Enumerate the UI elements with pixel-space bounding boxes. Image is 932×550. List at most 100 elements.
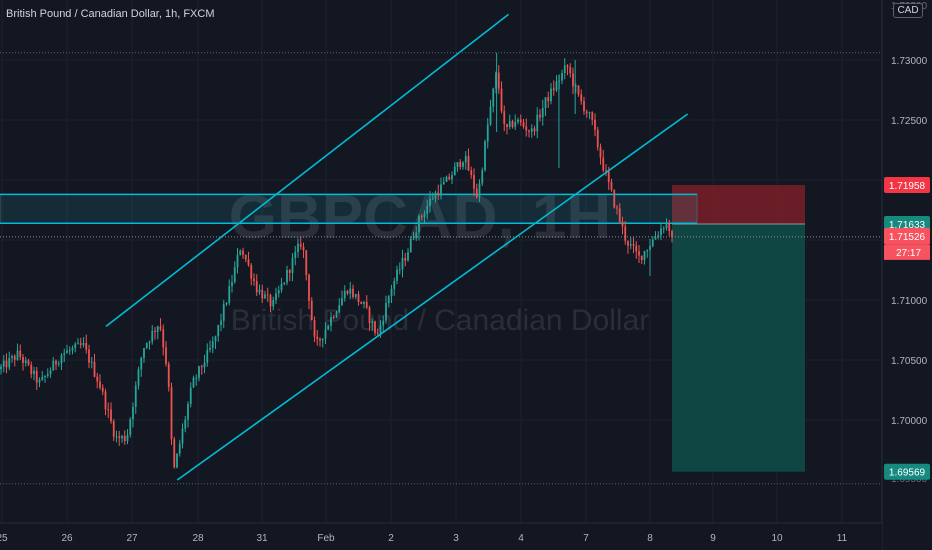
candle-body (541, 108, 544, 118)
candle-body (200, 366, 203, 368)
candle-body (253, 278, 255, 282)
time-axis[interactable] (0, 523, 882, 550)
candle-body (321, 338, 324, 341)
candle-body (154, 330, 156, 332)
price-label-stop-text: 1.71958 (889, 181, 926, 192)
candle-body (382, 320, 385, 326)
candle-body (371, 321, 374, 324)
candle-body (506, 123, 508, 127)
candle-body (327, 325, 330, 330)
take-profit-zone[interactable] (672, 224, 805, 472)
candle-body (269, 295, 272, 307)
candle-body (423, 213, 426, 217)
candle-body (602, 157, 605, 171)
candle-body (478, 183, 481, 198)
candle-body (495, 72, 497, 89)
position-zones[interactable] (672, 185, 805, 472)
candle-body (132, 406, 134, 420)
time-tick-label: 11 (837, 533, 848, 544)
candle-body (401, 258, 404, 270)
candle-body (569, 67, 572, 74)
candle-body (332, 317, 335, 319)
candle-body (566, 65, 569, 68)
candle-body (30, 364, 33, 374)
candle-body (57, 363, 60, 365)
time-tick-label: 3 (453, 533, 459, 544)
candle-body (503, 111, 506, 124)
candle-body (363, 301, 365, 304)
candle-body (272, 300, 275, 307)
candle-body (96, 376, 99, 382)
candle-body (335, 312, 338, 318)
candle-body (71, 348, 74, 351)
time-tick-label: 25 (0, 533, 8, 544)
price-label-current-text: 1.71526 (889, 232, 926, 243)
candle-body (591, 112, 594, 120)
candle-body (613, 189, 616, 208)
ascending-channel[interactable] (105, 13, 689, 481)
candle-body (19, 350, 22, 358)
candle-body (500, 88, 503, 112)
candle-body (129, 419, 132, 435)
symbol-title[interactable]: British Pound / Canadian Dollar, 1h, FXC… (6, 8, 215, 20)
price-axis[interactable] (882, 0, 932, 550)
candle-body (577, 85, 580, 95)
stop-loss-zone[interactable] (672, 185, 805, 225)
price-label-current (884, 227, 930, 245)
candle-body (445, 176, 448, 182)
candle-body (442, 181, 445, 185)
candle-body (33, 370, 35, 374)
candle-body (552, 88, 555, 91)
candle-body (415, 232, 418, 239)
candle-body (338, 305, 341, 313)
candle-body (305, 250, 308, 275)
candle-body (346, 290, 349, 294)
candle-body (453, 166, 456, 176)
candle-body (13, 355, 16, 360)
price-label-target-text: 1.69569 (889, 468, 926, 479)
price-tick-label: 1.73000 (891, 56, 928, 67)
candle-body (343, 290, 346, 299)
candle-body (572, 73, 574, 87)
candle-body (63, 353, 66, 356)
candle-body (486, 124, 489, 142)
candle-body (456, 162, 459, 167)
resistance-box[interactable] (0, 193, 698, 224)
candle-body (517, 119, 519, 122)
channel-lower-line[interactable] (176, 113, 689, 481)
time-tick-label: 31 (256, 533, 268, 544)
candle-body (376, 332, 379, 334)
time-tick-label: 10 (771, 533, 783, 544)
candle-body (189, 387, 192, 405)
resistance-zone[interactable] (0, 193, 698, 224)
candle-body (308, 274, 310, 301)
candle-body (112, 421, 115, 437)
candle-body (220, 320, 222, 326)
candle-body (398, 269, 401, 271)
candle-body (280, 283, 283, 291)
channel-upper-line[interactable] (105, 13, 509, 328)
candle-body (22, 357, 24, 363)
candle-body (473, 175, 475, 189)
candle-body (379, 325, 382, 334)
time-tick-label: Feb (317, 533, 335, 544)
candle-body (519, 119, 522, 123)
candle-body (660, 228, 662, 236)
candle-body (244, 254, 247, 260)
candle-body (605, 170, 607, 172)
candle-body (250, 265, 253, 279)
candle-body (187, 404, 189, 420)
candle-body (330, 317, 332, 326)
candle-body (118, 436, 121, 439)
candle-body (184, 419, 187, 429)
candle-body (464, 155, 467, 163)
candle-body (178, 443, 181, 454)
time-tick-label: 27 (126, 533, 138, 544)
candle-body (547, 97, 550, 102)
candle-body (437, 192, 440, 196)
candle-body (173, 439, 176, 468)
currency-label[interactable]: CAD (893, 3, 923, 18)
